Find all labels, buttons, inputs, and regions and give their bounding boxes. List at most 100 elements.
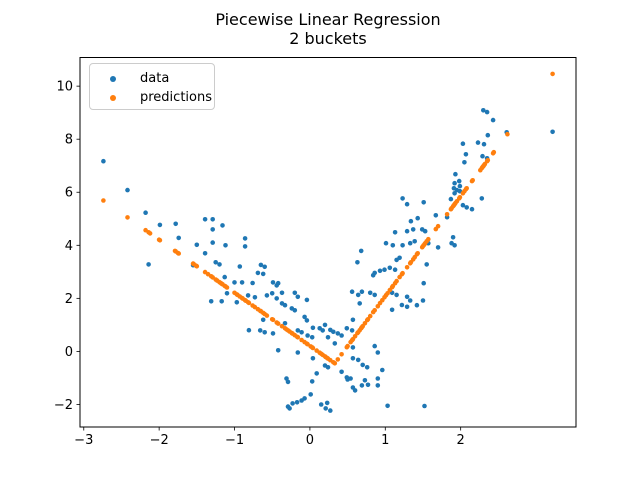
data-point [408,218,414,224]
data-point [421,200,427,205]
data-point [239,280,245,285]
data-point [358,248,364,254]
data-point [318,402,324,407]
data-point [392,230,398,235]
data-point [453,171,458,177]
chart-title: Piecewise Linear Regression 2 buckets [80,10,576,48]
x-tick-label: 0 [306,433,314,448]
prediction-point [362,321,368,326]
prediction-point [435,223,441,229]
data-point [262,264,268,270]
data-point [242,244,248,249]
data-point [481,141,487,147]
data-point [173,221,178,227]
prediction-point [147,231,153,236]
data-point [550,129,555,135]
data-point [452,180,457,186]
data-point [380,367,385,373]
data-point [324,400,330,406]
x-tick-label: 2 [457,433,465,448]
data-point [382,267,387,273]
data-point [210,227,215,232]
data-point [448,196,454,202]
data-point [410,227,416,232]
data-point [460,202,466,208]
data-point [285,379,291,385]
data-point [383,240,389,246]
data-point [349,328,355,333]
data-point [377,268,383,274]
data-point [349,289,355,295]
data-point [320,328,326,333]
axes-frame [79,57,577,428]
data-point [404,304,410,310]
data-point [389,307,395,313]
data-point [245,293,251,298]
data-point [331,329,336,335]
data-point [457,183,463,189]
data-point [364,365,370,370]
data-point [328,408,333,413]
data-point [294,400,300,405]
legend-label-predictions: predictions [140,90,212,105]
data-point [157,222,163,228]
prediction-point [224,285,230,290]
data-point [404,228,410,234]
data-point [460,141,466,146]
data-point [372,292,378,298]
data-point [359,289,365,295]
data-point [246,327,252,333]
y-tick-label: 8 [65,133,73,148]
data-point [250,280,255,286]
data-point [146,262,151,267]
legend-item-data: data [90,69,214,88]
prediction-point [404,265,410,270]
data-point [260,317,266,323]
data-point [295,328,301,333]
data-point [422,228,428,234]
data-point [350,317,356,323]
y-tick-label: 10 [56,80,73,95]
data-point [339,369,344,375]
data-point [305,333,310,338]
data-point [258,262,264,268]
data-point [325,335,331,340]
data-point [352,388,358,393]
data-point [479,196,485,201]
data-point [397,255,402,261]
data-point [362,378,368,383]
data-point [335,331,341,336]
data-point [260,271,266,277]
data-point [355,292,361,298]
prediction-point [295,335,301,340]
data-point [202,217,208,222]
data-point [385,403,390,409]
data-point [302,396,307,401]
prediction-point [491,149,497,155]
data-point [202,251,208,256]
data-point [339,333,344,338]
data-point [490,117,496,123]
data-point [304,318,310,323]
prediction-point [352,334,358,339]
data-point [275,280,281,286]
predictions-marker-icon [110,94,116,101]
data-point [421,280,427,286]
prediction-point [426,236,431,242]
data-point [390,243,396,248]
data-point [422,403,427,409]
data-point [357,301,363,306]
prediction-point [457,195,463,200]
y-tick-label: 6 [65,186,73,201]
data-point [412,239,418,244]
prediction-point [345,343,350,349]
data-point [325,365,331,370]
prediction-point [365,317,371,322]
data-point [414,302,420,308]
data-point [232,280,237,285]
prediction-point [470,178,476,183]
data-point [269,291,275,296]
y-tick-label: −2 [54,398,73,413]
